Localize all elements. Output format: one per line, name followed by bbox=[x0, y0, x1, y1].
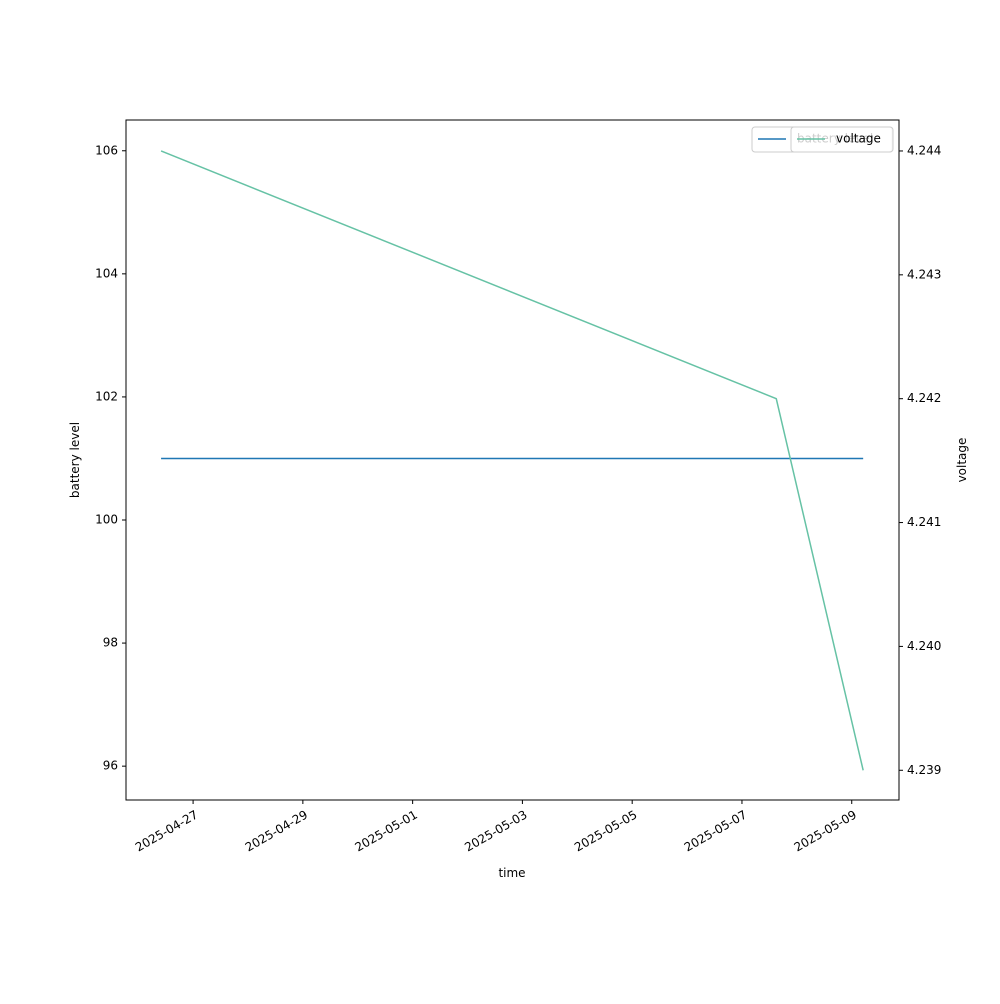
y-tick-label: 98 bbox=[103, 636, 118, 650]
y-tick-label: 96 bbox=[103, 759, 118, 773]
y2-tick-label: 4.243 bbox=[907, 267, 941, 281]
y2-tick-label: 4.244 bbox=[907, 143, 941, 157]
y2-tick-label: 4.242 bbox=[907, 391, 941, 405]
legend-label: voltage bbox=[836, 132, 881, 146]
y2-axis-label: voltage bbox=[955, 438, 969, 483]
y-axis-label: battery level bbox=[68, 422, 82, 498]
x-axis-label: time bbox=[498, 866, 525, 880]
series-line bbox=[160, 150, 864, 771]
y2-tick-label: 4.239 bbox=[907, 763, 941, 777]
y2-tick-label: 4.241 bbox=[907, 515, 941, 529]
y-tick-label: 100 bbox=[95, 513, 118, 527]
y-tick-label: 106 bbox=[95, 143, 118, 157]
plot-frame bbox=[125, 119, 900, 801]
y2-tick-label: 4.240 bbox=[907, 639, 941, 653]
y-tick-label: 102 bbox=[95, 389, 118, 403]
legend-box bbox=[790, 126, 894, 153]
y-tick-label: 104 bbox=[95, 266, 118, 280]
